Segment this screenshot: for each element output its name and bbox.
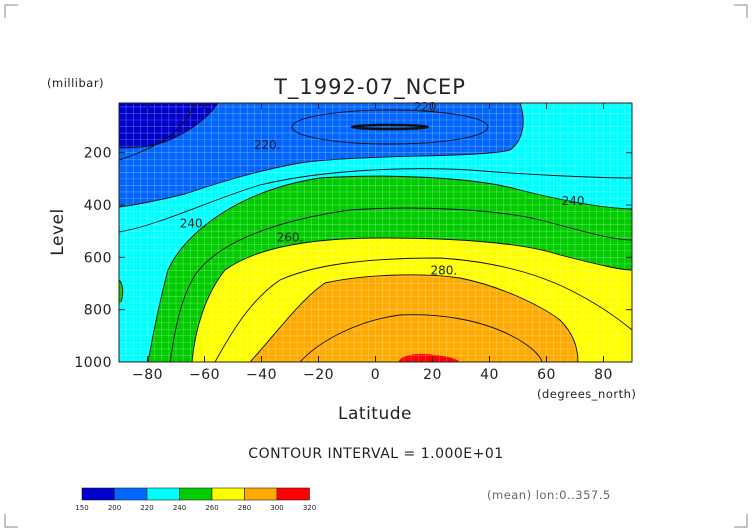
band-300-320	[398, 353, 460, 362]
contour-label: 240.	[180, 216, 207, 230]
contour-lines	[119, 103, 632, 362]
x-axis-label: Latitude	[338, 404, 412, 424]
colorbar-label: 260	[205, 504, 218, 512]
contour-label: 260.	[277, 231, 304, 245]
contour-line-220-north	[119, 103, 524, 208]
contour-line-210	[119, 103, 196, 161]
contour-line-200-tropics	[350, 123, 430, 131]
colorbar: 150 200 220 240 260 280 300 320	[75, 487, 316, 512]
colorbar-label: 320	[303, 504, 316, 512]
colorbar-label: 200	[108, 504, 121, 512]
footer-text: (mean) lon:0..357.5	[487, 488, 611, 502]
y-tick-label: 1000	[74, 355, 112, 371]
contour-line-150-edge	[119, 279, 124, 303]
colorbar-swatch	[81, 487, 115, 501]
x-tick-label: 40	[480, 367, 499, 383]
x-axis-units: (degrees_north)	[537, 387, 636, 401]
x-axis: −80 −60 −40 −20 0 20 40 60 80	[132, 103, 613, 383]
x-tick-label: −80	[132, 367, 163, 383]
colorbar-swatch	[211, 487, 245, 501]
colorbar-swatch	[276, 487, 310, 501]
contour-line-270	[214, 257, 632, 362]
y-axis-units: (millibar)	[47, 76, 104, 90]
contour-line-250	[169, 207, 632, 362]
grid-lines	[119, 103, 632, 362]
contour-line-210-tropics	[291, 109, 489, 145]
x-tick-label: 20	[423, 367, 442, 383]
contour-label: 220.	[413, 100, 440, 114]
contour-line-290	[299, 314, 543, 362]
colorbar-swatch	[146, 487, 180, 501]
x-tick-label: 0	[371, 367, 380, 383]
colorbar-swatch	[114, 487, 148, 501]
colorbar-label: 220	[140, 504, 153, 512]
y-axis: 1000 800 600 400 200	[74, 146, 632, 371]
band-150-200	[119, 103, 218, 148]
x-tick-label: −40	[246, 367, 277, 383]
y-tick-label: 800	[84, 303, 112, 319]
colorbar-swatch	[179, 487, 213, 501]
y-tick-label: 200	[84, 146, 112, 162]
contour-line-240	[147, 175, 632, 362]
y-tick-label: 400	[84, 198, 112, 214]
contour-line-260	[191, 237, 632, 362]
contour-bands	[119, 103, 632, 362]
chart-title: T_1992-07_NCEP	[273, 75, 466, 100]
colorbar-label: 280	[238, 504, 251, 512]
colorbar-label: 240	[173, 504, 186, 512]
colorbar-label: 300	[270, 504, 283, 512]
band-280-300	[250, 274, 578, 362]
contour-interval-text: CONTOUR INTERVAL = 1.000E+01	[248, 446, 503, 462]
y-tick-label: 600	[84, 250, 112, 266]
x-tick-label: 60	[537, 367, 556, 383]
x-tick-label: −60	[189, 367, 220, 383]
contour-label: 220.	[254, 138, 281, 152]
contour-label: 280.	[431, 263, 458, 277]
colorbar-swatch	[244, 487, 278, 501]
contour-label: 240.	[562, 194, 589, 208]
y-axis-label: Level	[48, 208, 68, 255]
contour-line-230	[119, 168, 632, 233]
x-tick-label: 80	[594, 367, 613, 383]
corner-marks	[4, 4, 748, 528]
x-tick-label: −20	[303, 367, 334, 383]
colorbar-label: 150	[75, 504, 88, 512]
contour-line-280	[249, 274, 579, 362]
